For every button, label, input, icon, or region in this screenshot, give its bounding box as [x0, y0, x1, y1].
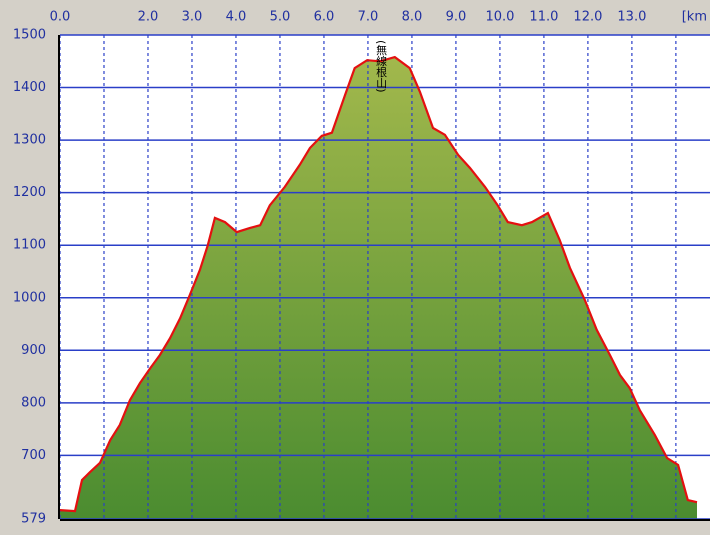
x-tick-label: 11.0 [529, 10, 558, 25]
y-tick-label: 1300 [13, 133, 46, 148]
y-tick-label: 1500 [13, 28, 46, 43]
x-tick-label: 2.0 [138, 10, 159, 25]
x-tick-label: 0.0 [50, 10, 71, 25]
y-tick-label: 700 [21, 448, 46, 463]
y-tick-label: 900 [21, 343, 46, 358]
x-tick-label: 13.0 [617, 10, 646, 25]
y-tick-label: 1000 [13, 290, 46, 305]
y-tick-label: 1200 [13, 185, 46, 200]
x-tick-label: 6.0 [314, 10, 335, 25]
y-tick-label: 1100 [13, 238, 46, 253]
x-tick-label: 4.0 [226, 10, 247, 25]
x-tick-label: 9.0 [446, 10, 467, 25]
y-tick-label: 579 [21, 512, 46, 527]
y-tick-label: 800 [21, 395, 46, 410]
x-tick-label: 12.0 [573, 10, 602, 25]
x-tick-label: 7.0 [358, 10, 379, 25]
peak-annotation: (無線根山) [375, 40, 388, 93]
x-tick-label: 5.0 [270, 10, 291, 25]
x-tick-label: 10.0 [485, 10, 514, 25]
y-tick-label: 1400 [13, 80, 46, 95]
x-tick-label: 3.0 [182, 10, 203, 25]
x-unit: [km [682, 10, 707, 25]
elevation-line [59, 55, 698, 513]
x-tick-label: 8.0 [402, 10, 423, 25]
